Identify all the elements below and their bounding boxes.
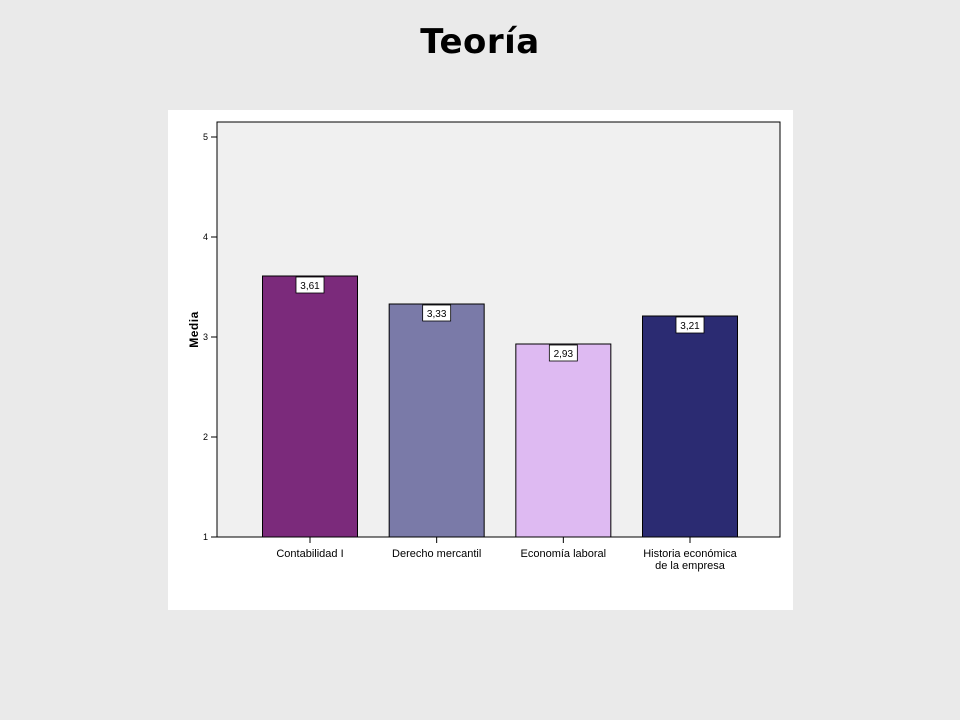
data-label-box — [548, 344, 578, 362]
bar-chart: 1 2 3 4 5 Media 3,61 Contabilidad I 3,33 Derecho … — [187, 121, 781, 572]
data-label: 3,21 — [680, 321, 700, 332]
x-tick-label: Economía laboral — [521, 548, 607, 560]
bar — [262, 275, 358, 538]
x-tick-label: Contabilidad I — [276, 548, 343, 560]
y-tick-label: 4 — [203, 232, 208, 242]
x-tick-label: de la empresa — [655, 560, 726, 572]
y-tick-label: 5 — [203, 132, 208, 142]
bar — [515, 343, 612, 538]
y-tick-label: 3 — [203, 332, 208, 342]
bar — [388, 303, 485, 538]
data-label: 3,33 — [427, 309, 447, 320]
chart-panel: 1 2 3 4 5 Media 3,61 Contabilidad I 3,33 Derecho … — [168, 110, 793, 610]
slide-title: Teoría — [420, 22, 540, 62]
data-label-box — [295, 276, 325, 294]
data-label-box — [675, 316, 705, 334]
data-label: 3,61 — [300, 281, 320, 292]
y-tick-label: 2 — [203, 432, 208, 442]
bar — [642, 315, 738, 538]
data-label: 2,93 — [554, 349, 574, 360]
x-tick-label: Derecho mercantil — [392, 548, 481, 560]
x-tick-label: Historia económica — [643, 548, 737, 560]
data-label-box — [422, 304, 452, 322]
y-axis-label: Media — [187, 311, 201, 348]
y-tick-label: 1 — [203, 532, 208, 542]
